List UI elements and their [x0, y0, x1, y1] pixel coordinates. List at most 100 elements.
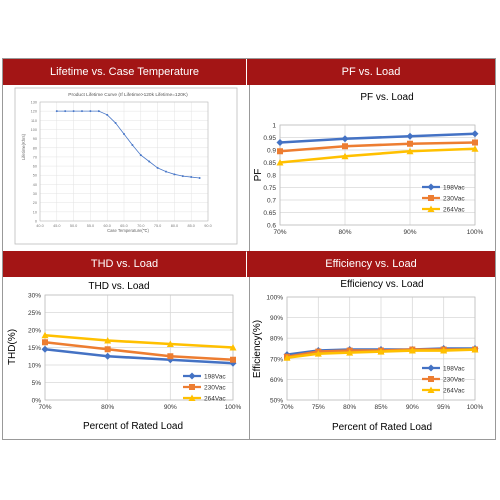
- chart-title: Product Lifetime Curve (If Lifetime>120k…: [68, 92, 188, 98]
- legend-label: 198Vac: [443, 185, 465, 192]
- series-line-198Vac: [44, 347, 234, 365]
- y-axis-label: PF: [253, 169, 264, 182]
- data-point-diamond: [427, 183, 435, 191]
- y-tick-label: 0: [35, 220, 37, 224]
- y-tick-label: 80%: [270, 336, 283, 343]
- data-point: [148, 160, 151, 163]
- grid-divider-vertical: [249, 59, 250, 439]
- y-tick-label: 0.7: [267, 198, 276, 205]
- x-tick-label: 70.0: [137, 224, 144, 228]
- y-tick-label: 10: [33, 210, 37, 214]
- x-tick-label: 100%: [225, 404, 242, 411]
- data-point-triangle: [471, 346, 479, 353]
- x-axis-label: Percent of Rated Load: [332, 422, 432, 433]
- y-axis-label: Lifetime(Khrs): [21, 133, 26, 160]
- data-point-diamond: [104, 352, 112, 360]
- y-tick-label: 10%: [28, 363, 41, 370]
- data-point: [131, 144, 134, 147]
- y-tick-label: 70%: [270, 356, 283, 363]
- data-point-triangle: [427, 205, 435, 212]
- data-point: [97, 110, 100, 113]
- pf-header: PF vs. Load: [247, 59, 495, 85]
- y-tick-label: 30%: [28, 293, 41, 300]
- data-point-triangle: [346, 349, 354, 356]
- x-tick-label: 100%: [467, 404, 484, 411]
- x-tick-label: 75.0: [154, 224, 161, 228]
- y-tick-label: 90%: [270, 315, 283, 322]
- data-point-triangle: [406, 147, 414, 155]
- data-point: [123, 133, 125, 136]
- y-tick-label: 30: [33, 192, 37, 196]
- data-point-triangle: [229, 344, 237, 351]
- pf-chart: PF vs. Load 0.6 0.65 0.7 0.75 0.8 0.85 0.9 0.95 1…: [253, 92, 484, 236]
- x-tick-label: 45.0: [53, 224, 60, 228]
- legend-label: 230Vac: [443, 196, 465, 203]
- y-tick-label: 50: [33, 174, 37, 178]
- y-tick-label: 15%: [28, 345, 41, 352]
- y-tick-label: 0.85: [263, 160, 276, 167]
- data-point: [89, 110, 92, 113]
- data-point-square: [167, 353, 174, 360]
- eff-header: Efficiency vs. Load: [247, 251, 495, 277]
- x-tick-label: 70%: [273, 229, 286, 236]
- y-tick-label: 90: [33, 137, 37, 141]
- y-tick-label: 50%: [270, 398, 283, 405]
- y-tick-label: 0.6: [267, 223, 276, 230]
- x-tick-label: 80%: [101, 404, 114, 411]
- data-point-triangle: [408, 347, 416, 354]
- data-point-triangle: [377, 348, 385, 355]
- y-tick-label: 100%: [266, 295, 283, 302]
- y-tick-label: 0.65: [263, 210, 276, 217]
- x-tick-label: 90%: [164, 404, 177, 411]
- data-point-square: [407, 140, 413, 147]
- data-point-diamond: [406, 132, 414, 140]
- y-tick-label: 0%: [32, 398, 42, 405]
- data-point-triangle: [188, 394, 196, 401]
- data-point-diamond: [341, 135, 349, 143]
- data-point-diamond: [41, 345, 49, 353]
- x-tick-label: 100%: [467, 229, 484, 236]
- series-line-lifetime: [56, 110, 200, 179]
- x-tick-label: 90.0: [204, 224, 211, 228]
- data-point-square: [42, 339, 48, 346]
- x-tick-label: 85%: [374, 404, 387, 411]
- data-point: [114, 122, 117, 125]
- x-tick-label: 80.0: [171, 224, 178, 228]
- data-point: [72, 110, 75, 113]
- x-tick-label: 75%: [312, 404, 325, 411]
- series-line-230Vac: [279, 141, 476, 153]
- chart-title: Efficiency vs. Load: [340, 279, 423, 290]
- data-point-square: [230, 356, 236, 363]
- data-point-diamond: [276, 139, 284, 146]
- data-point: [173, 173, 176, 176]
- x-tick-label: 85.0: [188, 224, 195, 228]
- series-line-264Vac: [279, 147, 476, 164]
- data-point: [55, 110, 58, 113]
- data-point-diamond: [471, 130, 479, 138]
- data-point: [190, 176, 193, 179]
- data-point-square: [472, 139, 478, 146]
- y-tick-label: 70: [33, 155, 37, 159]
- data-point-square: [104, 346, 111, 353]
- series-line-230Vac: [44, 340, 234, 362]
- data-point-square: [189, 384, 195, 390]
- data-point-triangle: [341, 152, 349, 160]
- legend-label: 230Vac: [443, 377, 465, 384]
- data-point-triangle: [166, 340, 174, 347]
- data-point-square: [342, 143, 348, 150]
- chart-title: PF vs. Load: [360, 92, 413, 103]
- eff-chart: Efficiency vs. Load 50% 60% 70% 80% 90% 100% 70…: [252, 279, 484, 433]
- legend-label: 198Vac: [204, 374, 226, 381]
- y-tick-label: 80: [33, 146, 37, 150]
- y-tick-label: 0.9: [267, 148, 276, 155]
- y-tick-label: 60%: [270, 377, 283, 384]
- y-axis-label: THD(%): [7, 329, 18, 365]
- y-tick-label: 130: [31, 101, 37, 105]
- y-tick-label: 0.8: [267, 173, 276, 180]
- legend-label: 198Vac: [443, 366, 465, 373]
- x-tick-label: 60.0: [104, 224, 111, 228]
- x-tick-label: 50.0: [70, 224, 77, 228]
- x-tick-label: 40.0: [36, 224, 43, 228]
- lifetime-header: Lifetime vs. Case Temperature: [3, 59, 246, 85]
- data-point-triangle: [427, 386, 435, 393]
